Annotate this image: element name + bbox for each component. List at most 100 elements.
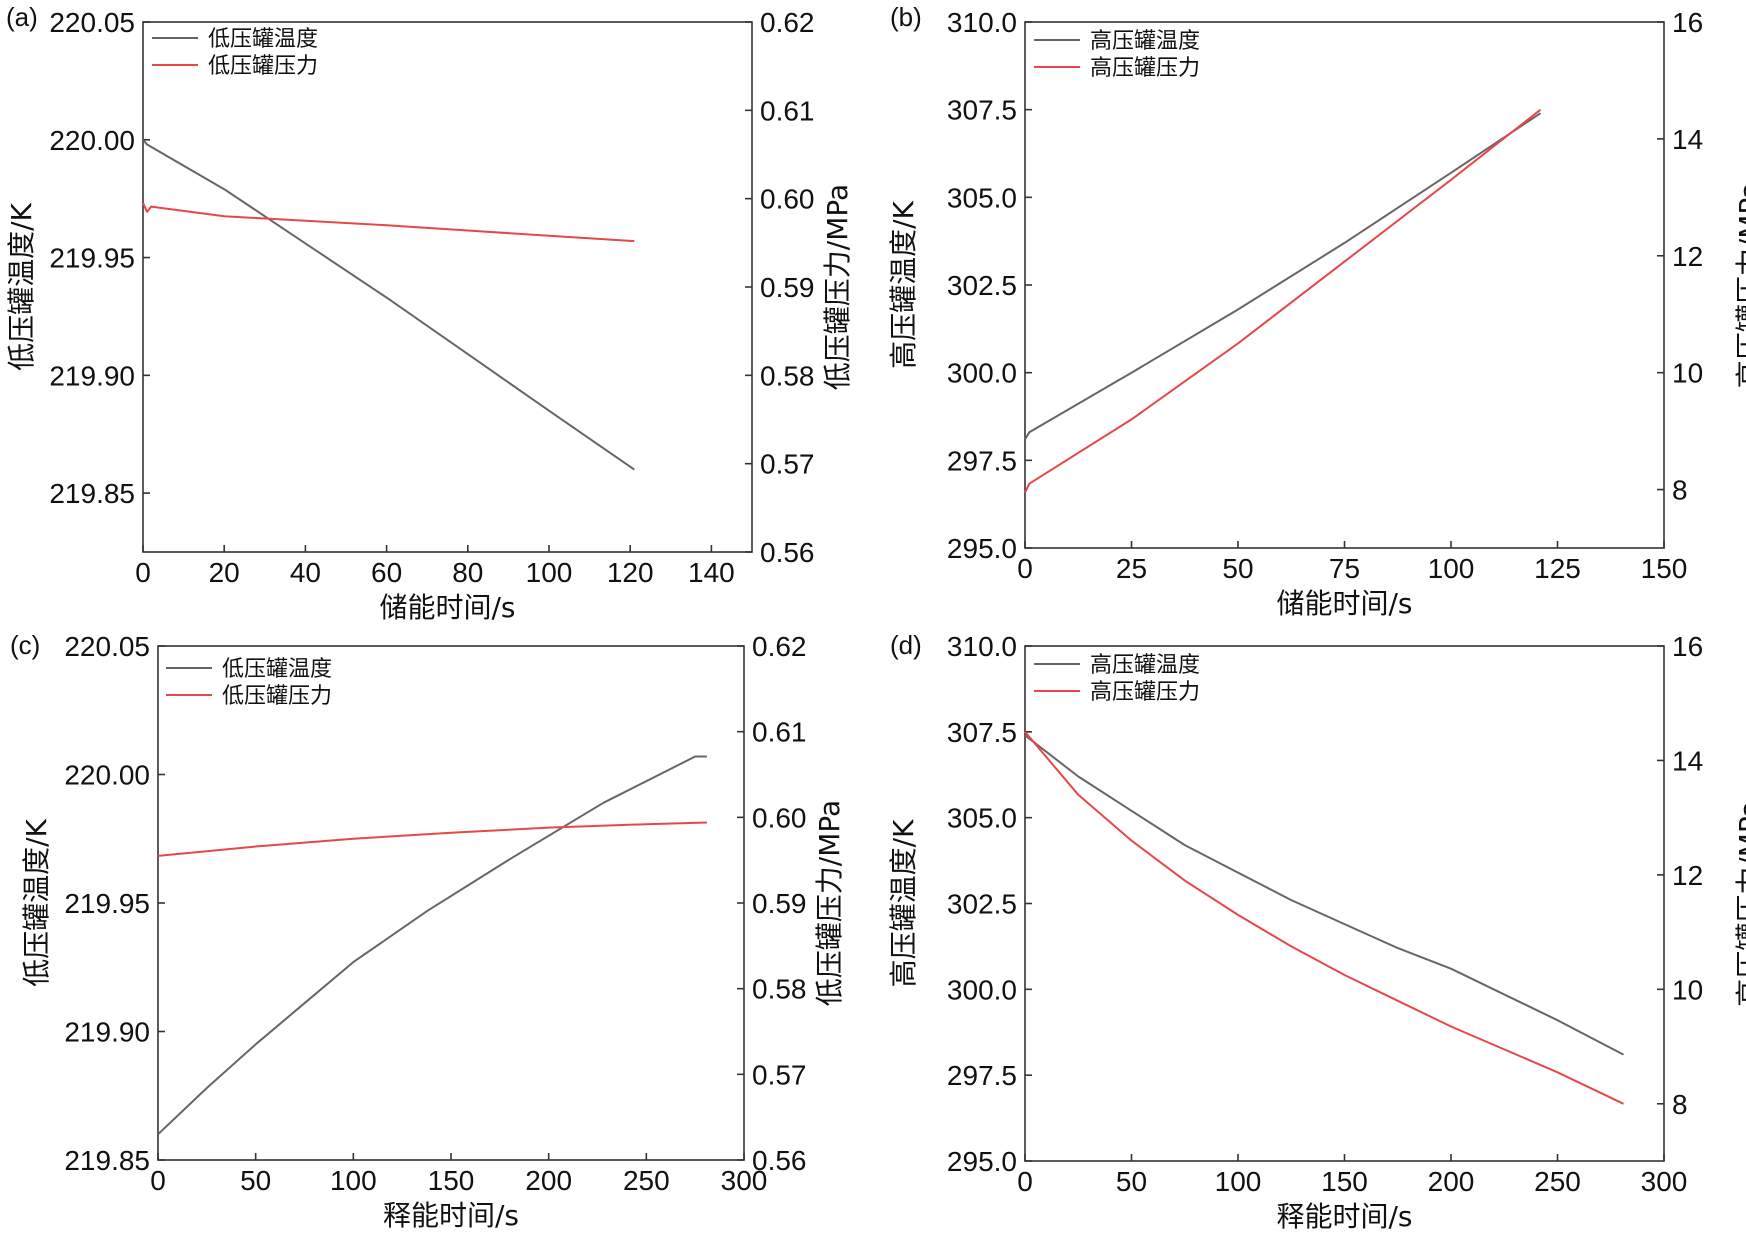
y-left-tick-label: 220.00 <box>64 760 150 791</box>
x-tick-label: 0 <box>1017 553 1033 584</box>
legend-label: 低压罐温度 <box>208 27 318 52</box>
legend-label: 高压罐压力 <box>1090 56 1200 81</box>
x-tick-label: 300 <box>721 1165 768 1196</box>
y-left-tick-label: 297.5 <box>947 445 1017 476</box>
y-right-axis-title: 高压罐压力/MPa <box>1733 800 1746 1006</box>
legend-label: 低压罐压力 <box>222 684 332 709</box>
y-right-tick-label: 12 <box>1672 241 1703 272</box>
y-left-tick-label: 219.85 <box>64 1145 150 1176</box>
x-tick-label: 40 <box>290 557 321 588</box>
y-left-tick-label: 305.0 <box>947 182 1017 213</box>
panel-d: (d) 0 50 100 150 200 250 300 295.0 297.5 300.0 302.… <box>887 630 1746 1233</box>
y-left-tick-label: 300.0 <box>947 974 1017 1005</box>
x-tick-label: 300 <box>1641 1166 1688 1197</box>
x-tick-label: 75 <box>1329 553 1360 584</box>
y-right-tick-label: 0.58 <box>752 974 807 1005</box>
x-tick-label: 0 <box>150 1165 166 1196</box>
y-left-tick-label: 300.0 <box>947 358 1017 389</box>
y-right-tick-label: 0.56 <box>752 1145 807 1176</box>
plot-frame <box>142 21 753 553</box>
panel-a: (a) 0 20 40 60 80 100 120 140 219.85 219.90 219.95 2… <box>5 2 854 624</box>
x-tick-label: 150 <box>1321 1166 1368 1197</box>
plot-frame <box>1024 645 1665 1162</box>
x-tick-label: 80 <box>452 557 483 588</box>
y-right-tick-label: 0.60 <box>752 802 807 833</box>
x-tick-label: 25 <box>1116 553 1147 584</box>
y-right-tick-label: 0.61 <box>752 717 807 748</box>
legend-label: 低压罐温度 <box>222 657 332 682</box>
y-left-tick-label: 219.85 <box>49 478 135 509</box>
y-right-tick-label: 0.62 <box>760 7 815 38</box>
y-left-tick-label: 295.0 <box>947 1146 1017 1177</box>
x-tick-label: 100 <box>330 1165 377 1196</box>
x-tick-label: 100 <box>1215 1166 1262 1197</box>
series-line-temperature <box>142 139 635 471</box>
x-tick-label: 50 <box>1222 553 1253 584</box>
panel-c: (c) 0 50 100 150 200 250 300 219.85 219.90 219.95 2… <box>10 630 846 1232</box>
panel-label: (b) <box>890 2 922 32</box>
y-right-tick-label: 8 <box>1672 475 1688 506</box>
panel-label: (d) <box>890 630 922 660</box>
series-line-temperature <box>157 755 707 1136</box>
legend-label: 高压罐温度 <box>1090 29 1200 54</box>
y-left-tick-label: 310.0 <box>947 7 1017 38</box>
x-tick-label: 120 <box>607 557 654 588</box>
y-right-tick-label: 0.56 <box>760 537 815 568</box>
x-tick-label: 0 <box>1017 1166 1033 1197</box>
series-line-temperature <box>1024 112 1542 440</box>
y-right-tick-label: 16 <box>1672 631 1703 662</box>
y-left-tick-label: 302.5 <box>947 889 1017 920</box>
y-left-tick-label: 219.95 <box>49 243 135 274</box>
y-left-tick-label: 310.0 <box>947 631 1017 662</box>
plot-frame <box>1024 21 1665 549</box>
legend-label: 高压罐温度 <box>1090 653 1200 678</box>
series-line-pressure <box>142 202 635 243</box>
x-tick-label: 140 <box>688 557 735 588</box>
y-left-axis-title: 高压罐温度/K <box>887 819 920 987</box>
panel-label: (a) <box>6 2 38 32</box>
y-left-tick-label: 302.5 <box>947 270 1017 301</box>
y-left-tick-label: 295.0 <box>947 533 1017 564</box>
y-left-tick-label: 219.95 <box>64 888 150 919</box>
y-right-tick-label: 0.59 <box>760 272 815 303</box>
y-right-tick-label: 0.59 <box>752 888 807 919</box>
y-left-tick-label: 219.90 <box>49 360 135 391</box>
y-right-tick-label: 0.62 <box>752 631 807 662</box>
x-tick-label: 200 <box>525 1165 572 1196</box>
y-left-tick-label: 297.5 <box>947 1060 1017 1091</box>
x-tick-label: 60 <box>371 557 402 588</box>
series-line-pressure <box>1024 731 1624 1105</box>
series-line-temperature <box>1024 734 1624 1056</box>
y-left-tick-label: 220.00 <box>49 125 135 156</box>
x-axis-title: 储能时间/s <box>379 591 515 624</box>
x-axis-title: 释能时间/s <box>1276 1200 1412 1233</box>
y-left-axis-title: 高压罐温度/K <box>887 200 920 368</box>
x-tick-label: 0 <box>135 557 151 588</box>
y-right-tick-label: 8 <box>1672 1089 1688 1120</box>
y-left-axis-title: 低压罐温度/K <box>20 818 53 986</box>
x-tick-label: 125 <box>1534 553 1581 584</box>
x-tick-label: 50 <box>1116 1166 1147 1197</box>
y-right-tick-label: 14 <box>1672 124 1703 155</box>
y-right-axis-title: 低压罐压力/MPa <box>821 184 854 390</box>
x-tick-label: 250 <box>623 1165 670 1196</box>
y-left-axis-title: 低压罐温度/K <box>5 202 38 370</box>
y-right-tick-label: 10 <box>1672 974 1703 1005</box>
y-right-tick-label: 0.57 <box>752 1059 807 1090</box>
panel-label: (c) <box>10 630 40 660</box>
y-right-tick-label: 12 <box>1672 860 1703 891</box>
y-left-tick-label: 220.05 <box>49 7 135 38</box>
y-right-tick-label: 14 <box>1672 745 1703 776</box>
legend-label: 高压罐压力 <box>1090 680 1200 705</box>
y-right-tick-label: 10 <box>1672 358 1703 389</box>
y-left-tick-label: 219.90 <box>64 1017 150 1048</box>
panel-b: (b) 0 25 50 75 100 125 150 295.0 297.5 300.0 302.5 3… <box>887 2 1746 620</box>
series-line-pressure <box>1024 108 1542 493</box>
y-left-tick-label: 307.5 <box>947 717 1017 748</box>
y-right-tick-label: 0.58 <box>760 360 815 391</box>
x-tick-label: 150 <box>428 1165 475 1196</box>
x-tick-label: 100 <box>526 557 573 588</box>
y-right-tick-label: 16 <box>1672 7 1703 38</box>
x-tick-label: 250 <box>1534 1166 1581 1197</box>
